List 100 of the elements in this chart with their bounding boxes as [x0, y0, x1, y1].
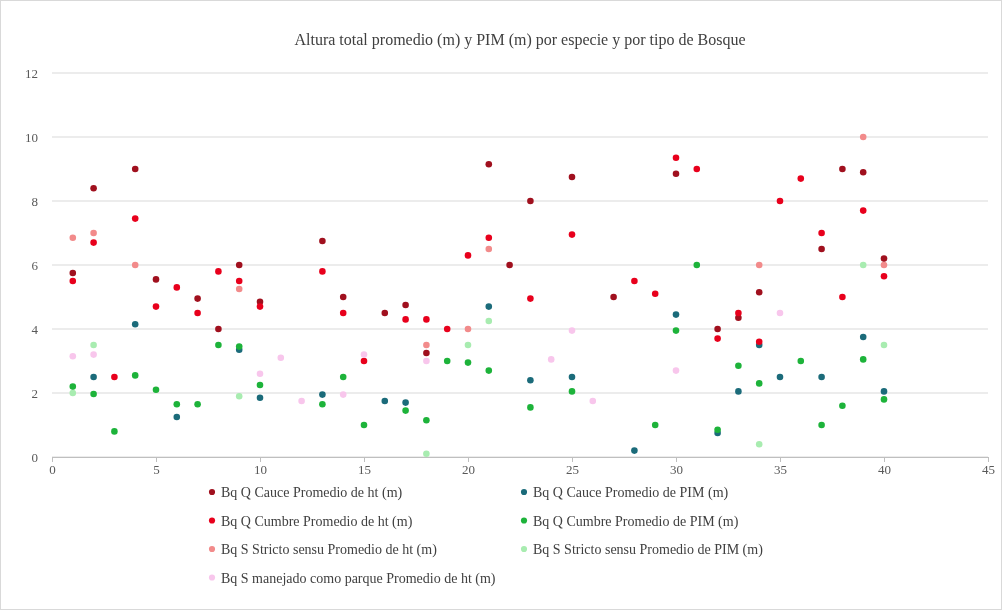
point: [610, 293, 617, 301]
point: [797, 357, 805, 365]
point: [381, 397, 389, 405]
point: [880, 261, 888, 269]
point: [319, 268, 326, 275]
point: [256, 394, 264, 402]
point: [839, 165, 846, 173]
point: [90, 184, 97, 192]
x-tick-label: 40: [878, 462, 891, 478]
point: [339, 293, 347, 301]
point: [485, 245, 493, 253]
point: [111, 373, 118, 381]
point: [131, 372, 139, 379]
point: [672, 367, 680, 374]
point: [256, 381, 264, 389]
point: [152, 276, 160, 283]
point: [423, 316, 430, 323]
chart-title: Altura total promedio (m) y PIM (m) por especie y por tipo de Bosque: [294, 31, 746, 49]
point: [755, 380, 763, 387]
x-tick-label: 15: [358, 462, 371, 478]
y-tick-label: 6: [31, 257, 39, 273]
point: [464, 359, 472, 366]
point: [69, 277, 77, 285]
y-tick-label: 2: [31, 385, 38, 401]
point: [527, 404, 534, 411]
point: [235, 343, 243, 350]
legend-label: Bq Q Cauce Promedio de ht (m): [221, 485, 403, 501]
point: [859, 133, 867, 141]
point: [90, 239, 97, 246]
legend-label: Bq S manejado como parque Promedio de ht (m): [221, 570, 496, 587]
x-tick-label: 25: [566, 462, 579, 478]
point: [839, 293, 846, 301]
point: [173, 413, 181, 421]
point: [776, 373, 784, 381]
point: [152, 386, 160, 394]
point: [423, 349, 430, 357]
point: [131, 261, 139, 269]
point: [568, 173, 576, 181]
y-tick-label: 8: [31, 193, 38, 209]
point: [672, 311, 680, 318]
point: [880, 255, 888, 262]
point: [256, 303, 264, 310]
point: [485, 160, 493, 168]
point: [880, 388, 888, 395]
x-tick-label: 45: [982, 462, 995, 478]
point: [735, 309, 742, 317]
point: [859, 207, 867, 214]
point: [485, 367, 493, 374]
point: [464, 341, 472, 349]
point: [69, 269, 77, 277]
point: [568, 373, 576, 381]
x-tick-label: 35: [774, 462, 787, 478]
point: [235, 277, 243, 285]
point: [423, 416, 430, 424]
point: [693, 261, 701, 269]
point: [735, 388, 742, 395]
point: [485, 234, 493, 242]
point: [381, 309, 389, 317]
point: [360, 357, 368, 365]
y-tick-label: 12: [25, 65, 38, 81]
x-tick-label: 0: [49, 462, 56, 478]
point: [423, 450, 430, 458]
point: [235, 392, 243, 400]
point: [69, 234, 77, 242]
point: [443, 325, 451, 333]
x-tick-label: 5: [153, 462, 160, 478]
point: [69, 389, 77, 397]
legend-label: Bq Q Cumbre Promedio de PIM (m): [533, 513, 739, 530]
point: [69, 383, 77, 390]
point: [173, 400, 181, 408]
point: [298, 397, 305, 405]
point: [880, 396, 888, 403]
point: [402, 399, 409, 406]
y-tick-label: 0: [31, 449, 38, 465]
point: [859, 356, 867, 363]
point: [90, 229, 97, 237]
legend-label: Bq Q Cauce Promedio de PIM (m): [533, 485, 729, 501]
point: [402, 301, 409, 309]
point: [360, 351, 368, 358]
point: [131, 165, 139, 173]
y-tick-label: 4: [31, 321, 39, 337]
point: [402, 407, 409, 414]
point: [506, 261, 513, 269]
point: [568, 388, 576, 395]
point: [776, 197, 784, 205]
point: [90, 351, 97, 358]
x-tick-label: 10: [254, 462, 267, 478]
point: [714, 325, 721, 333]
point: [131, 320, 139, 328]
point: [818, 421, 825, 429]
point: [631, 277, 638, 285]
point: [69, 352, 77, 360]
point: [173, 284, 181, 291]
point: [714, 335, 721, 342]
point: [90, 390, 97, 398]
x-tick-label: 30: [670, 462, 683, 478]
point: [735, 362, 742, 370]
point: [589, 397, 597, 405]
point: [776, 309, 784, 317]
point: [527, 197, 534, 205]
